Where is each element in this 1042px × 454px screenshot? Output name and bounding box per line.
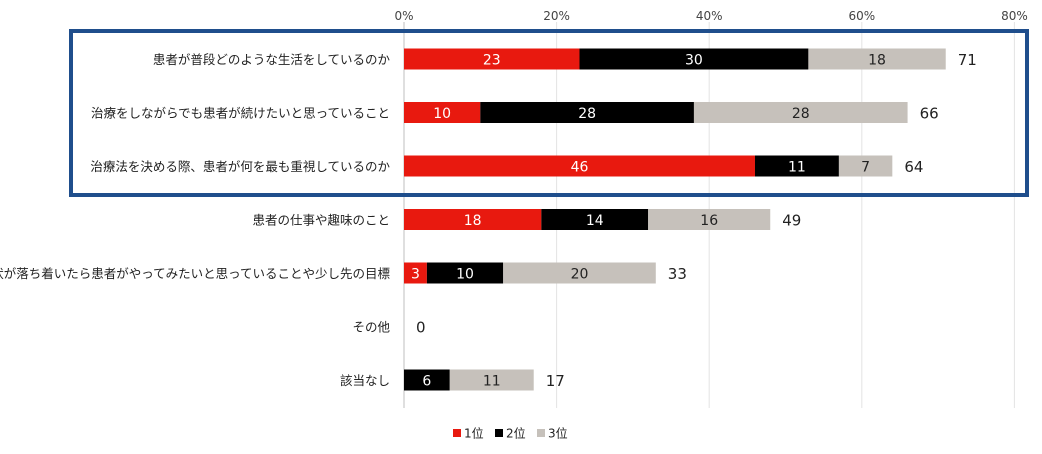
data-label: 30 bbox=[685, 53, 703, 69]
x-tick-label: 0% bbox=[394, 9, 413, 23]
total-label: 17 bbox=[546, 372, 565, 390]
bar-segment bbox=[404, 262, 427, 284]
total-label: 49 bbox=[782, 212, 801, 230]
legend-swatch bbox=[453, 429, 461, 437]
data-label: 6 bbox=[422, 374, 431, 390]
data-label: 16 bbox=[700, 213, 718, 229]
category-label: 治療をしながらでも患者が続けたいと思っていること bbox=[91, 106, 390, 121]
bar-segment bbox=[693, 102, 908, 123]
x-tick-label: 60% bbox=[848, 9, 875, 23]
data-label: 11 bbox=[483, 374, 501, 390]
bar-segment bbox=[541, 209, 649, 230]
bar-segment bbox=[404, 48, 580, 70]
legend-label: 1位 bbox=[464, 426, 484, 441]
bar-segment bbox=[838, 155, 893, 177]
bar-segment bbox=[579, 48, 809, 70]
legend: 1位 2位 3位 bbox=[453, 426, 568, 441]
total-label: 33 bbox=[668, 265, 687, 283]
x-tick-label: 40% bbox=[696, 9, 723, 23]
bar-segment bbox=[648, 209, 771, 230]
data-label: 18 bbox=[464, 213, 482, 229]
data-label: 46 bbox=[571, 160, 589, 176]
bar-segment bbox=[426, 262, 504, 284]
data-label: 10 bbox=[433, 106, 451, 122]
x-tick-label: 80% bbox=[1001, 9, 1028, 23]
total-label: 0 bbox=[416, 319, 426, 337]
category-label: その他 bbox=[352, 320, 390, 335]
category-label: 患者が普段どのような生活をしているのか bbox=[153, 52, 391, 67]
data-label: 20 bbox=[571, 267, 589, 283]
data-label: 7 bbox=[861, 160, 870, 176]
category-label: 治療法を決める際、患者が何を最も重視しているのか bbox=[90, 159, 390, 174]
bar-segment bbox=[404, 155, 755, 177]
bar-segment bbox=[503, 262, 656, 284]
data-label: 10 bbox=[456, 267, 474, 283]
bar-segment bbox=[404, 369, 450, 391]
highlight-box-frame bbox=[69, 29, 1029, 197]
category-label: 該当なし bbox=[340, 373, 390, 388]
bar-segment bbox=[449, 369, 534, 391]
legend-label: 2位 bbox=[506, 426, 526, 441]
bar-segment bbox=[480, 102, 694, 123]
x-axis-ticks: 0% 20% 40% 60% 80% bbox=[394, 9, 1027, 23]
total-label: 64 bbox=[904, 158, 923, 176]
x-tick-label: 20% bbox=[543, 9, 570, 23]
bar-segment bbox=[808, 48, 946, 70]
legend-swatch bbox=[495, 429, 503, 437]
total-label: 71 bbox=[958, 51, 977, 69]
data-label: 28 bbox=[792, 106, 810, 122]
data-label: 28 bbox=[578, 106, 596, 122]
highlight-box bbox=[69, 29, 1029, 197]
category-labels: 患者が普段どのような生活をしているのか治療をしながらでも患者が続けたいと思ってい… bbox=[0, 52, 390, 388]
category-label: 症状が落ち着いたら患者がやってみたいと思っていることや少し先の目標 bbox=[0, 266, 390, 281]
bars: 23 30 18 10 28 28 46 11 7 18 14 16 3 10 20 6 11 bbox=[404, 48, 946, 391]
legend-swatch bbox=[537, 429, 545, 437]
data-label: 18 bbox=[868, 53, 886, 69]
data-label: 11 bbox=[788, 160, 806, 176]
bar-segment bbox=[754, 155, 839, 177]
legend-label: 3位 bbox=[548, 426, 568, 441]
category-label: 患者の仕事や趣味のこと bbox=[252, 213, 390, 228]
data-label: 23 bbox=[483, 53, 501, 69]
data-label: 3 bbox=[411, 267, 420, 283]
bar-segment bbox=[404, 209, 542, 230]
data-label: 14 bbox=[586, 213, 604, 229]
total-label: 66 bbox=[920, 105, 939, 123]
bar-segment bbox=[404, 102, 481, 123]
